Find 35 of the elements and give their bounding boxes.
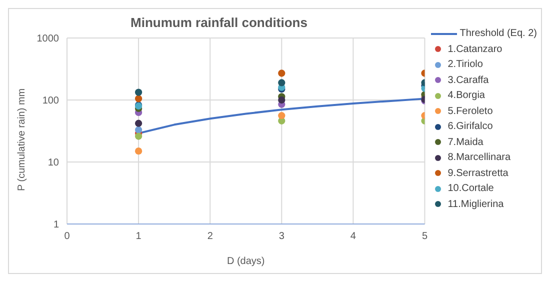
- legend-label: 4.Borgia: [448, 90, 485, 102]
- legend-label: 11.Miglierina: [448, 198, 504, 210]
- x-axis-title: D (days): [226, 256, 265, 267]
- point: [278, 70, 286, 77]
- legend-label: 3.Caraffa: [448, 74, 489, 86]
- y-tick-label: 1000: [36, 34, 60, 45]
- y-axis-title: P (cumulative rain) mm: [16, 88, 28, 191]
- legend-label: 9.Serrastretta: [448, 168, 508, 179]
- y-tick-label: 100: [42, 96, 60, 107]
- legend-label: 7.Maida: [448, 136, 484, 148]
- point: [278, 112, 286, 120]
- legend-label: 2.Tiriolo: [448, 59, 483, 70]
- x-tick-label: 3: [278, 231, 285, 242]
- x-tick-label: 0: [64, 231, 70, 242]
- legend-label: 10.Cortale: [448, 183, 494, 194]
- legend-label: Threshold (Eq. 2): [460, 28, 537, 40]
- x-tick-label: 1: [136, 231, 142, 242]
- point: [134, 132, 142, 140]
- y-tick-label: 10: [48, 158, 60, 169]
- point: [278, 79, 286, 86]
- y-tick-label: 1: [53, 220, 60, 231]
- x-tick-label: 4: [350, 231, 356, 242]
- point: [278, 96, 286, 104]
- legend-label: 5.Feroleto: [448, 106, 493, 117]
- legend-label: 1.Catanzaro: [448, 44, 502, 55]
- legend-label: 8.Marcellinara: [448, 152, 511, 164]
- point: [134, 88, 142, 96]
- chart-title: Minumum rainfall conditions: [130, 15, 308, 30]
- legend-label: 6.Girifalco: [448, 121, 493, 132]
- x-tick-label: 5: [422, 231, 428, 242]
- point: [134, 148, 142, 155]
- point: [134, 126, 142, 134]
- x-tick-label: 2: [207, 231, 214, 242]
- point: [134, 120, 142, 127]
- point: [134, 95, 142, 102]
